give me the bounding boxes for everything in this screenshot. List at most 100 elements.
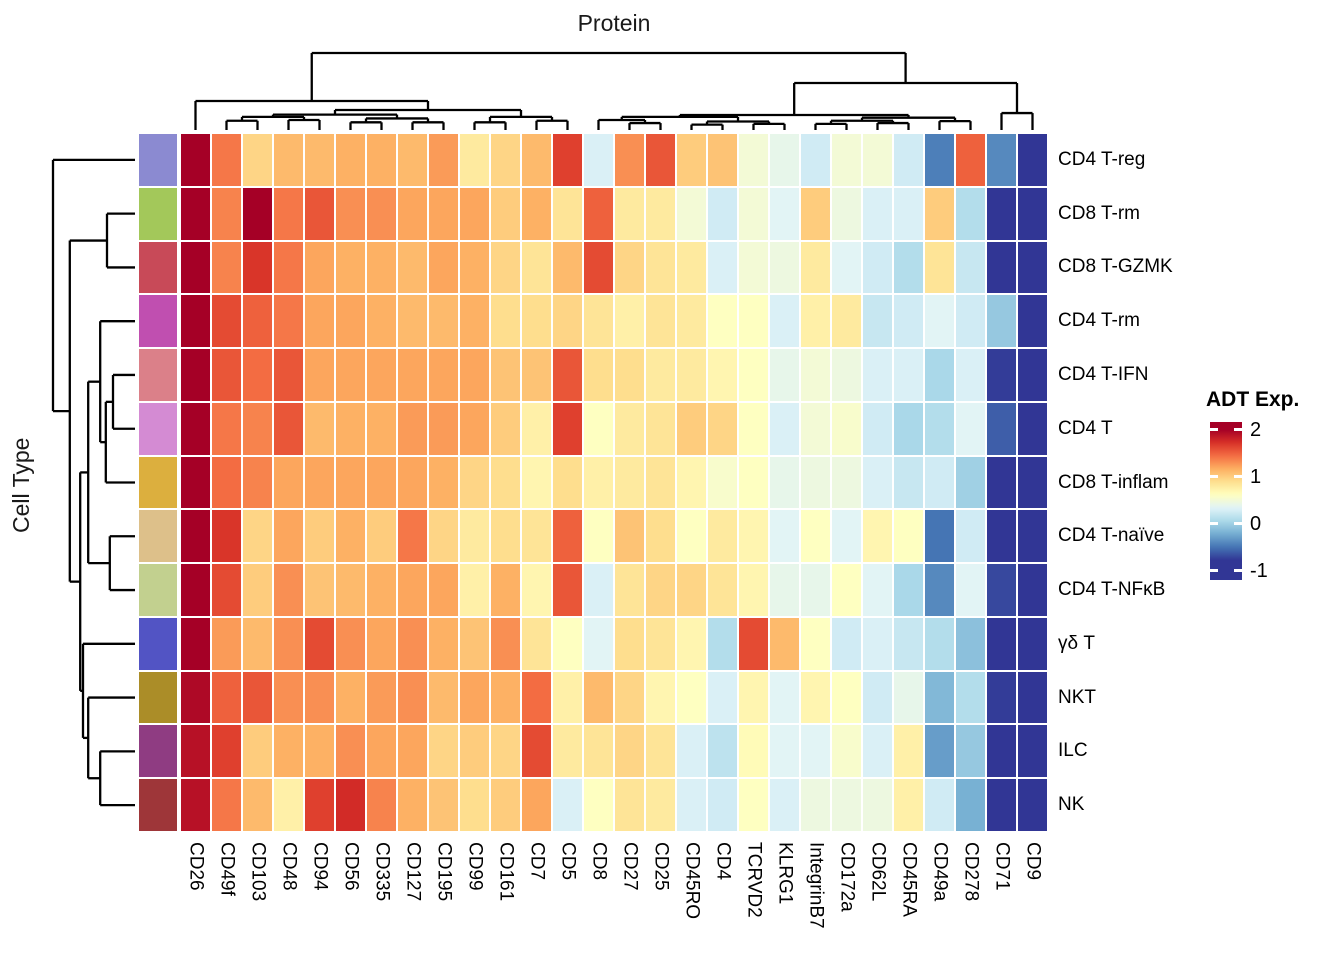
heatmap-cell [770, 671, 799, 724]
heatmap-cell [677, 671, 706, 724]
column-label: CD172a [836, 842, 858, 912]
heatmap-cell [832, 187, 861, 240]
heatmap-cell [367, 402, 396, 455]
heatmap-cell [646, 295, 675, 348]
heatmap-cell [243, 671, 272, 724]
heatmap-cell [615, 241, 644, 294]
heatmap-cell [615, 725, 644, 778]
heatmap-cell [212, 725, 241, 778]
heatmap-cell [894, 725, 923, 778]
heatmap-cell [460, 295, 489, 348]
heatmap-cell [1018, 134, 1047, 186]
heatmap-cell [243, 295, 272, 348]
heatmap-cell [181, 349, 210, 401]
heatmap-cell [708, 295, 737, 348]
column-label: CD45RO [681, 842, 703, 920]
heatmap-cell [987, 402, 1016, 455]
heatmap-cell [460, 456, 489, 509]
heatmap-cell [584, 187, 613, 240]
heatmap-cell [522, 402, 551, 455]
heatmap-cell [398, 671, 427, 724]
column-label: CD27 [619, 842, 641, 891]
heatmap-cell [491, 564, 520, 616]
heatmap-cell [770, 564, 799, 616]
heatmap-cell [677, 617, 706, 670]
heatmap-cell [894, 187, 923, 240]
legend-tick-mark [1234, 522, 1242, 526]
heatmap-cell [491, 671, 520, 724]
column-label: CD25 [650, 842, 672, 891]
heatmap-cell [181, 187, 210, 240]
heatmap-cell [522, 564, 551, 616]
heatmap-cell [305, 564, 334, 616]
heatmap-cell [398, 725, 427, 778]
heatmap-cell [646, 349, 675, 401]
legend-tick-mark [1210, 475, 1218, 478]
heatmap-cell [274, 349, 303, 401]
heatmap-cell [894, 564, 923, 616]
heatmap-cell [863, 510, 892, 563]
heatmap-cell [1018, 617, 1047, 670]
heatmap-cell [801, 617, 830, 670]
heatmap-cell [894, 510, 923, 563]
heatmap-cell [1018, 779, 1047, 831]
heatmap-cell [336, 671, 365, 724]
heatmap-cell [739, 187, 768, 240]
heatmap-cell [584, 671, 613, 724]
heatmap-cell [677, 402, 706, 455]
column-label: CD62L [867, 842, 889, 902]
heatmap-cell [398, 241, 427, 294]
row-label: CD4 T [1058, 417, 1113, 439]
heatmap-cell [429, 241, 458, 294]
column-label: IntegrinB7 [805, 842, 827, 929]
heatmap-cell [615, 295, 644, 348]
row-label: CD4 T-naïve [1058, 525, 1165, 547]
heatmap-cell [832, 671, 861, 724]
heatmap-cell [553, 134, 582, 186]
heatmap-cell [832, 510, 861, 563]
heatmap-cell [956, 564, 985, 616]
heatmap-cell [584, 725, 613, 778]
heatmap-cell [460, 671, 489, 724]
heatmap-cell [491, 725, 520, 778]
heatmap-cell [801, 779, 830, 831]
column-label: CD94 [309, 842, 331, 891]
heatmap-cell [243, 241, 272, 294]
heatmap-cell [956, 134, 985, 186]
heatmap-cell [708, 779, 737, 831]
heatmap-cell [336, 456, 365, 509]
heatmap-cell [708, 671, 737, 724]
heatmap-cell [708, 456, 737, 509]
heatmap-cell [584, 617, 613, 670]
heatmap-cell [398, 617, 427, 670]
heatmap-cell [367, 617, 396, 670]
heatmap-cell [801, 134, 830, 186]
heatmap-cell [398, 402, 427, 455]
heatmap-cell [770, 187, 799, 240]
heatmap-cell [243, 617, 272, 670]
row-annotation-block [139, 617, 177, 670]
heatmap-cell [956, 349, 985, 401]
heatmap-cell [522, 456, 551, 509]
heatmap-cell [708, 510, 737, 563]
heatmap-cell [677, 187, 706, 240]
heatmap-cell [739, 564, 768, 616]
heatmap-cell [770, 510, 799, 563]
heatmap-cell [181, 402, 210, 455]
heatmap-cell [801, 725, 830, 778]
heatmap-cell [553, 779, 582, 831]
heatmap-cell [181, 295, 210, 348]
legend-tick-mark [1210, 428, 1218, 431]
heatmap-cell [491, 295, 520, 348]
legend-colorbar [1210, 422, 1242, 580]
heatmap-cell [925, 241, 954, 294]
heatmap-cell [336, 564, 365, 616]
heatmap-cell [1018, 671, 1047, 724]
heatmap-cell [770, 456, 799, 509]
heatmap-cell [367, 779, 396, 831]
heatmap-cell [677, 349, 706, 401]
heatmap-cell [584, 510, 613, 563]
heatmap-cell [677, 134, 706, 186]
row-label: NK [1058, 794, 1085, 816]
